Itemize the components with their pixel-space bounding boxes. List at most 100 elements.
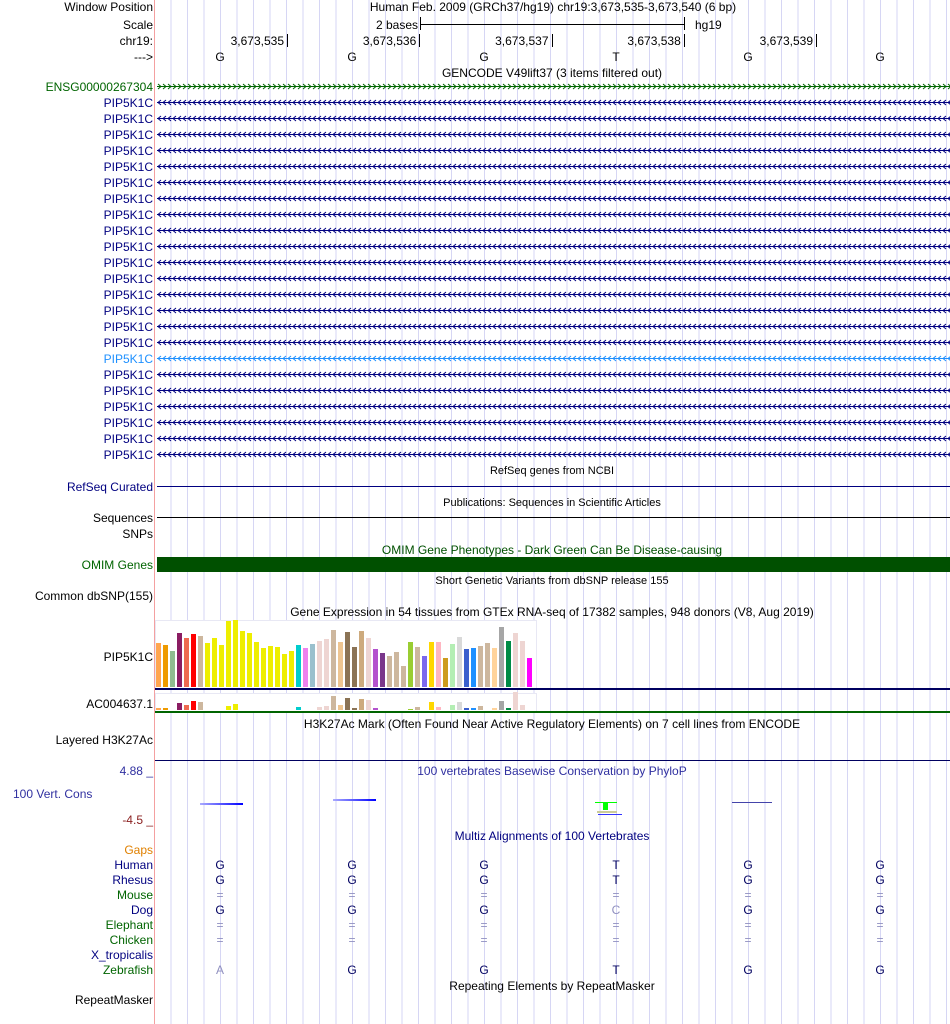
gtex-bar[interactable]	[163, 645, 168, 687]
gtex-bar[interactable]	[478, 646, 483, 687]
gtex-bar-2[interactable]	[520, 705, 525, 710]
repeat-label[interactable]: RepeatMasker	[74, 993, 153, 1007]
gene-label-pip5k1c[interactable]: PIP5K1C	[103, 368, 153, 382]
refseq-line[interactable]	[157, 486, 950, 487]
gene-track-pip5k1c[interactable]	[157, 435, 950, 443]
gene-track-pip5k1c[interactable]	[157, 419, 950, 427]
gtex-bar-2[interactable]	[331, 696, 336, 710]
omim-bar[interactable]	[157, 557, 950, 572]
gene-label-pip5k1c[interactable]: PIP5K1C	[103, 256, 153, 270]
dbsnp-label[interactable]: Common dbSNP(155)	[34, 589, 153, 603]
gene-label-pip5k1c[interactable]: PIP5K1C	[103, 448, 153, 462]
gtex-bar[interactable]	[464, 649, 469, 687]
gtex-bar[interactable]	[450, 644, 455, 687]
gene-track-pip5k1c[interactable]	[157, 99, 950, 107]
gene-track-pip5k1c[interactable]	[157, 163, 950, 171]
gtex-bar-2[interactable]	[296, 707, 301, 710]
species-label[interactable]: Mouse	[116, 888, 153, 902]
snps-label[interactable]: SNPs	[122, 527, 153, 541]
gene-label-pip5k1c[interactable]: PIP5K1C	[103, 112, 153, 126]
gene-label-pip5k1c[interactable]: PIP5K1C	[103, 208, 153, 222]
gene-track-pip5k1c[interactable]	[157, 243, 950, 251]
gtex-bar[interactable]	[380, 653, 385, 687]
gene-track-pip5k1c[interactable]	[157, 291, 950, 299]
gtex-bar-2[interactable]	[457, 702, 462, 710]
gtex-bar-2[interactable]	[324, 706, 329, 710]
gene-track-pip5k1c[interactable]	[157, 307, 950, 315]
gene-track-pip5k1c[interactable]	[157, 403, 950, 411]
species-label[interactable]: Dog	[130, 903, 153, 917]
gene-label-pip5k1c[interactable]: PIP5K1C	[103, 240, 153, 254]
gtex-bar[interactable]	[226, 621, 231, 687]
gene-label-pip5k1c[interactable]: PIP5K1C	[103, 176, 153, 190]
gtex-bar[interactable]	[408, 642, 413, 687]
gtex-bar[interactable]	[275, 647, 280, 687]
gtex-bar[interactable]	[240, 631, 245, 687]
gtex-bar[interactable]	[506, 641, 511, 687]
gtex-bar-2[interactable]	[499, 701, 504, 710]
gtex-bar-2[interactable]	[317, 707, 322, 710]
gtex-bar[interactable]	[303, 648, 308, 687]
gtex-bar[interactable]	[352, 647, 357, 687]
gtex-bar[interactable]	[401, 666, 406, 687]
gene-label-pip5k1c[interactable]: PIP5K1C	[103, 224, 153, 238]
gene-track-pip5k1c[interactable]	[157, 323, 950, 331]
gtex-bar-2[interactable]	[156, 708, 161, 710]
gene-label-pip5k1c[interactable]: PIP5K1C	[103, 432, 153, 446]
species-label[interactable]: Elephant	[105, 918, 153, 932]
gtex-bar-2[interactable]	[415, 707, 420, 710]
species-label[interactable]: Chicken	[109, 933, 153, 947]
pubs-line[interactable]	[157, 517, 950, 518]
gtex-bar[interactable]	[422, 656, 427, 687]
gtex-bar[interactable]	[310, 644, 315, 687]
gene-track-pip5k1c[interactable]	[157, 259, 950, 267]
ensg-gene-track[interactable]	[157, 83, 950, 91]
gtex-bar[interactable]	[198, 636, 203, 687]
gene-track-pip5k1c[interactable]	[157, 339, 950, 347]
gtex-bar[interactable]	[205, 643, 210, 687]
gene-label-pip5k1c[interactable]: PIP5K1C	[103, 160, 153, 174]
gtex-bar[interactable]	[233, 620, 238, 687]
gene-label-pip5k1c[interactable]: PIP5K1C	[103, 336, 153, 350]
gtex-bar[interactable]	[373, 649, 378, 687]
gene-label-pip5k1c[interactable]: PIP5K1C	[103, 272, 153, 286]
gene-track-pip5k1c[interactable]	[157, 115, 950, 123]
gtex-bar[interactable]	[219, 645, 224, 687]
species-label[interactable]: Rhesus	[112, 873, 153, 887]
gtex-gene1-label[interactable]: PIP5K1C	[103, 650, 153, 664]
gtex-bar-2[interactable]	[198, 702, 203, 710]
gtex-bar[interactable]	[492, 648, 497, 687]
gene-label-pip5k1c[interactable]: PIP5K1C	[103, 144, 153, 158]
gtex-bar-2[interactable]	[492, 708, 497, 710]
gtex-bar[interactable]	[289, 651, 294, 687]
gtex-bar[interactable]	[268, 646, 273, 687]
gene-label-pip5k1c[interactable]: PIP5K1C	[103, 416, 153, 430]
gene-track-pip5k1c[interactable]	[157, 147, 950, 155]
gene-label-pip5k1c[interactable]: PIP5K1C	[103, 320, 153, 334]
gtex-bar-2[interactable]	[429, 702, 434, 710]
gtex-bar-2[interactable]	[345, 698, 350, 710]
gene-track-pip5k1c[interactable]	[157, 227, 950, 235]
gtex-bar[interactable]	[520, 641, 525, 687]
gtex-bar[interactable]	[513, 633, 518, 687]
gtex-bar[interactable]	[485, 643, 490, 687]
gtex-bar[interactable]	[191, 634, 196, 687]
gtex-bar-2[interactable]	[513, 692, 518, 710]
species-label[interactable]: X_tropicalis	[90, 948, 153, 962]
gtex-bar[interactable]	[261, 648, 266, 687]
gtex-bar[interactable]	[429, 642, 434, 687]
gtex-bar-2[interactable]	[450, 705, 455, 710]
cons-label[interactable]: 100 Vert. Cons	[13, 787, 93, 801]
pubs-label[interactable]: Sequences	[92, 511, 153, 525]
gene-label-pip5k1c[interactable]: PIP5K1C	[103, 288, 153, 302]
gtex-bar-2[interactable]	[373, 708, 378, 710]
gene-track-pip5k1c[interactable]	[157, 179, 950, 187]
gene-label-pip5k1c[interactable]: PIP5K1C	[103, 384, 153, 398]
gtex-bar-2[interactable]	[506, 708, 511, 710]
gtex-bar[interactable]	[338, 642, 343, 687]
gtex-gene2-label[interactable]: AC004637.1	[86, 697, 153, 711]
gtex-bar-2[interactable]	[191, 701, 196, 710]
gene-track-pip5k1c[interactable]	[157, 211, 950, 219]
gtex-bar-2[interactable]	[359, 699, 364, 710]
gene-label-pip5k1c[interactable]: PIP5K1C	[103, 192, 153, 206]
